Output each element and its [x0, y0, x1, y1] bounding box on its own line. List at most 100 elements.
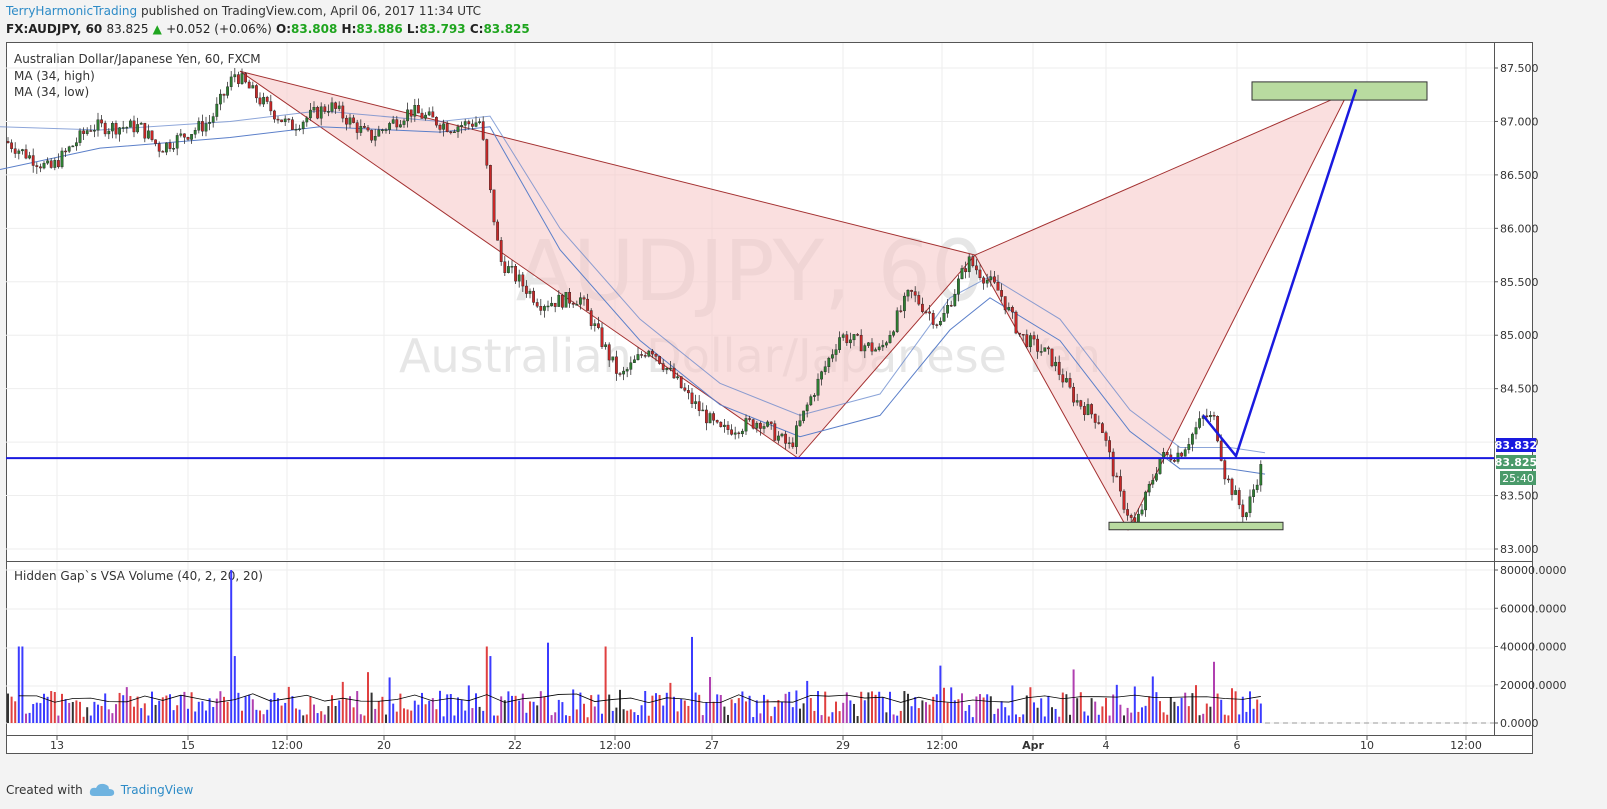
candle-body	[957, 278, 960, 295]
volume-bar	[1141, 707, 1143, 723]
candle-body	[712, 413, 716, 421]
volume-bar	[719, 694, 722, 723]
volume-bar	[1130, 712, 1133, 723]
candle-body	[723, 424, 726, 427]
volume-bar	[723, 706, 726, 723]
candle-body	[309, 109, 312, 119]
volume-bar	[93, 701, 96, 723]
candle-body	[636, 354, 640, 360]
volume-bar	[957, 699, 960, 723]
candle-body	[327, 111, 330, 113]
candle-body	[1032, 335, 1036, 340]
candle-body	[424, 114, 427, 119]
chart-canvas[interactable]: AUDJPY, 60 Australian Dollar/Japanese Ye…	[0, 0, 1607, 770]
volume-bar	[1101, 706, 1104, 723]
candle-body	[1028, 335, 1032, 348]
volume-bar	[1123, 715, 1125, 723]
candle-body	[989, 276, 993, 281]
volume-bar	[680, 698, 683, 723]
volume-bar	[496, 715, 499, 723]
volume-bar	[183, 691, 186, 723]
volume-bar	[1202, 713, 1205, 723]
volume-bar	[176, 705, 179, 723]
volume-bar	[845, 692, 848, 723]
candle-body	[564, 292, 568, 308]
volume-bar	[892, 714, 895, 723]
volume-bar	[644, 690, 647, 723]
candle-body	[150, 130, 154, 140]
candle-body	[128, 120, 132, 128]
candle-body	[1018, 332, 1022, 335]
harmonic-pattern[interactable]	[239, 70, 1350, 531]
candle-body	[399, 124, 402, 128]
tradingview-brand-link[interactable]: TradingView	[120, 783, 194, 797]
candle-body	[1090, 404, 1094, 415]
volume-bar	[806, 680, 809, 723]
volume-bar	[493, 715, 495, 723]
volume-bar	[1025, 695, 1028, 723]
volume-bar	[867, 692, 870, 723]
volume-bar	[964, 710, 967, 723]
volume-bar	[885, 712, 888, 723]
candle-body	[546, 305, 550, 308]
high-value: 83.886	[356, 22, 403, 36]
volume-bar	[1083, 711, 1086, 723]
volume-bar	[1090, 698, 1093, 723]
volume-bar	[809, 698, 812, 723]
volume-bar	[1036, 707, 1039, 723]
candle-body	[197, 121, 201, 131]
candle-body	[881, 344, 885, 348]
candle-body	[1165, 452, 1169, 456]
volume-bar	[939, 665, 942, 723]
tradingview-cloud-icon	[89, 783, 114, 796]
volume-bar	[874, 694, 877, 723]
candle-body	[345, 117, 348, 125]
candle-body	[226, 86, 229, 96]
candle-body	[1079, 400, 1083, 407]
overlays[interactable]	[6, 81, 1494, 724]
volume-bar	[32, 704, 35, 723]
candle-body	[453, 131, 456, 134]
volume-bar	[752, 717, 755, 723]
candle-body	[751, 419, 755, 429]
volume-bar	[914, 697, 917, 723]
volume-bar	[291, 696, 294, 723]
volume-bar	[53, 691, 56, 723]
volume-bar	[932, 696, 935, 723]
candle-body	[1075, 400, 1079, 403]
candle-body	[503, 261, 507, 273]
candle-body	[903, 295, 906, 312]
volume-bar	[568, 715, 571, 723]
candle-body	[838, 337, 842, 350]
volume-bar	[1151, 676, 1154, 723]
projection-line	[1202, 88, 1358, 459]
candle-body	[125, 127, 129, 129]
candle-body	[834, 349, 838, 355]
author-link[interactable]: TerryHarmonicTrading	[6, 4, 138, 18]
candle-body	[1011, 307, 1014, 313]
volume-bar	[43, 693, 45, 723]
candle-body	[164, 142, 168, 153]
change-value: +0.052 (+0.06%)	[166, 22, 272, 36]
candle-body	[373, 136, 377, 141]
volume-bar	[629, 709, 632, 723]
volume-bar	[215, 698, 218, 723]
candle-body	[766, 421, 770, 427]
volume-bar	[64, 699, 67, 723]
candle-body	[168, 142, 172, 149]
volume-bar	[457, 697, 459, 723]
volume-bar	[835, 701, 837, 723]
candle-body	[24, 149, 28, 159]
volume-bar	[590, 695, 593, 723]
candle-body	[795, 425, 798, 447]
candle-body	[489, 165, 492, 191]
y-tick-label: 84.500	[1500, 383, 1539, 396]
volume-bar	[683, 700, 686, 723]
candle-body	[1122, 490, 1126, 510]
candle-body	[633, 359, 636, 363]
volume-bar	[442, 716, 445, 723]
candle-body	[276, 118, 280, 121]
low-label: L:	[406, 22, 420, 36]
candle-body	[935, 324, 939, 326]
candle-body	[863, 345, 867, 352]
